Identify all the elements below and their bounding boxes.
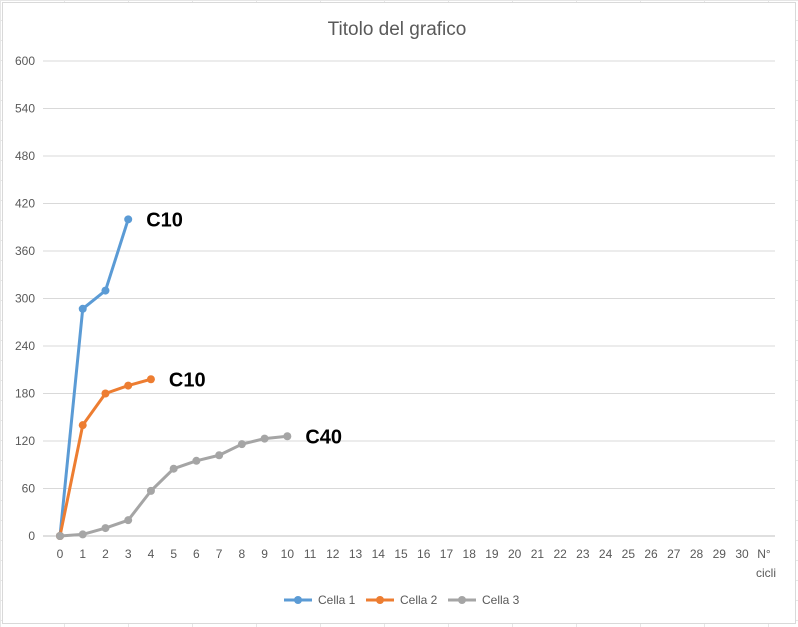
data-point bbox=[260, 434, 269, 443]
x-tick-label: 11 bbox=[304, 547, 317, 561]
series-cella-2 bbox=[56, 375, 155, 540]
x-axis-title-line: N° bbox=[757, 547, 771, 561]
x-tick-label: 12 bbox=[326, 547, 340, 561]
data-point bbox=[215, 451, 224, 460]
data-point bbox=[169, 464, 178, 473]
chart-title[interactable]: Titolo del grafico bbox=[328, 19, 467, 40]
legend-label: Cella 1 bbox=[318, 593, 356, 607]
x-tick-label: 16 bbox=[417, 547, 431, 561]
annotation-label: C10 bbox=[169, 369, 206, 391]
x-tick-label: 4 bbox=[148, 547, 155, 561]
legend-swatch-marker bbox=[376, 596, 384, 604]
x-tick-label: 21 bbox=[531, 547, 545, 561]
x-tick-label: 23 bbox=[576, 547, 590, 561]
line-chart: Titolo del grafico 060120180240300360420… bbox=[15, 19, 776, 607]
data-point bbox=[146, 486, 155, 495]
y-axis-ticks: 0 60 120 180 240 300 360 420 480 540 600 bbox=[15, 54, 35, 543]
series bbox=[56, 215, 292, 540]
legend-item[interactable]: Cella 2 bbox=[366, 593, 438, 607]
legend-swatch-marker bbox=[294, 596, 302, 604]
series-line bbox=[58, 218, 130, 537]
x-axis-title-line: cicli bbox=[756, 566, 776, 580]
legend-label: Cella 2 bbox=[400, 593, 438, 607]
y-tick-label: 240 bbox=[15, 339, 35, 353]
x-tick-label: 29 bbox=[713, 547, 727, 561]
data-point bbox=[78, 421, 87, 430]
x-tick-label: 30 bbox=[735, 547, 749, 561]
data-point bbox=[101, 389, 110, 398]
data-point bbox=[283, 432, 292, 441]
data-point bbox=[124, 516, 133, 525]
data-point bbox=[56, 532, 64, 540]
x-tick-label: 6 bbox=[193, 547, 200, 561]
x-tick-label: 9 bbox=[261, 547, 268, 561]
x-tick-label: 1 bbox=[79, 547, 86, 561]
data-point bbox=[124, 381, 133, 390]
series-cella-1 bbox=[56, 215, 133, 540]
x-tick-label: 5 bbox=[170, 547, 177, 561]
y-tick-label: 540 bbox=[15, 102, 35, 116]
y-tick-label: 300 bbox=[15, 292, 35, 306]
series-cella-3 bbox=[56, 432, 292, 540]
x-tick-label: 19 bbox=[485, 547, 499, 561]
annotation-label: C40 bbox=[305, 426, 342, 448]
y-tick-label: 600 bbox=[15, 54, 35, 68]
y-tick-label: 360 bbox=[15, 244, 35, 258]
data-point bbox=[78, 304, 87, 313]
x-tick-label: 8 bbox=[239, 547, 246, 561]
data-point bbox=[101, 524, 110, 533]
data-point bbox=[146, 375, 155, 384]
legend-swatch-marker bbox=[458, 596, 466, 604]
legend-item[interactable]: Cella 1 bbox=[284, 593, 356, 607]
legend-item[interactable]: Cella 3 bbox=[448, 593, 520, 607]
data-point bbox=[237, 440, 246, 449]
x-tick-label: 20 bbox=[508, 547, 522, 561]
x-tick-label: 17 bbox=[440, 547, 454, 561]
legend-label: Cella 3 bbox=[482, 593, 520, 607]
gridlines bbox=[43, 60, 775, 537]
y-tick-label: 480 bbox=[15, 149, 35, 163]
legend[interactable]: Cella 1 Cella 2 Cella 3 bbox=[284, 593, 520, 607]
x-tick-label: 10 bbox=[281, 547, 295, 561]
y-tick-label: 180 bbox=[15, 387, 35, 401]
x-axis-ticks: 0 1 2 3 4 5 6 7 8 9 10 11 12 13 14 15 16 17 18 19 20 21 22 23 24… bbox=[57, 547, 749, 561]
x-tick-label: 3 bbox=[125, 547, 132, 561]
y-tick-label: 60 bbox=[22, 482, 36, 496]
x-tick-label: 26 bbox=[644, 547, 658, 561]
y-tick-label: 0 bbox=[28, 529, 35, 543]
y-tick-label: 120 bbox=[15, 434, 35, 448]
x-tick-label: 13 bbox=[349, 547, 363, 561]
x-tick-label: 18 bbox=[463, 547, 477, 561]
x-tick-label: 27 bbox=[667, 547, 681, 561]
x-axis-title: N° cicli bbox=[756, 547, 776, 580]
x-tick-label: 25 bbox=[622, 547, 636, 561]
x-tick-label: 7 bbox=[216, 547, 223, 561]
y-tick-label: 420 bbox=[15, 197, 35, 211]
x-tick-label: 28 bbox=[690, 547, 704, 561]
x-tick-label: 0 bbox=[57, 547, 64, 561]
series-line bbox=[59, 434, 288, 538]
annotation-label: C10 bbox=[146, 209, 183, 231]
x-tick-label: 2 bbox=[102, 547, 109, 561]
x-tick-label: 22 bbox=[553, 547, 567, 561]
data-point bbox=[124, 215, 133, 224]
x-tick-label: 15 bbox=[394, 547, 408, 561]
data-point bbox=[78, 530, 87, 539]
annotations: C10 C10 C40 bbox=[146, 209, 342, 448]
x-tick-label: 14 bbox=[372, 547, 386, 561]
data-point bbox=[192, 456, 201, 465]
data-point bbox=[101, 286, 110, 295]
x-tick-label: 24 bbox=[599, 547, 613, 561]
